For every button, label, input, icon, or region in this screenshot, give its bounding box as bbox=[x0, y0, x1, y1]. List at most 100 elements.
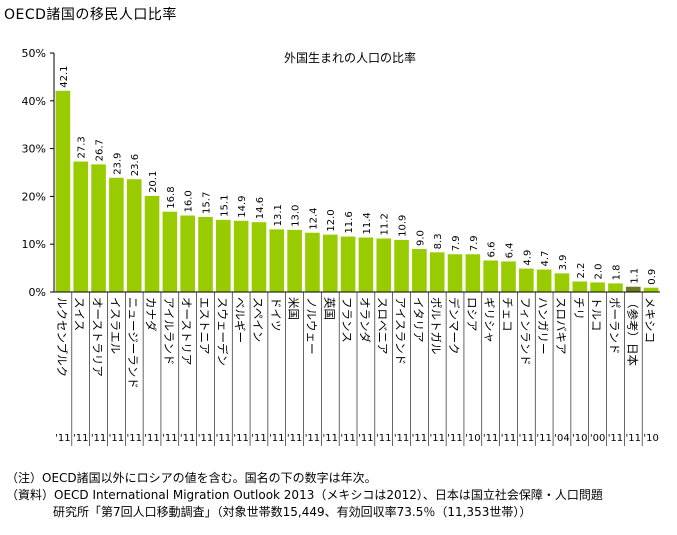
bar bbox=[109, 177, 124, 292]
data-label: 4.9 bbox=[522, 250, 533, 266]
year-label: '11 bbox=[216, 433, 231, 444]
bar bbox=[91, 164, 106, 292]
category-label: スイス bbox=[73, 297, 87, 331]
chart-title: 外国生まれの人口の比率 bbox=[284, 50, 416, 65]
category-label: スペイン bbox=[251, 297, 265, 342]
bar bbox=[216, 219, 231, 292]
year-label: '10 bbox=[572, 433, 587, 444]
bar bbox=[429, 252, 445, 292]
year-label: '04 bbox=[554, 433, 569, 444]
bar bbox=[608, 283, 623, 292]
year-label: '11 bbox=[501, 433, 516, 444]
data-label: 23.6 bbox=[130, 154, 141, 176]
category-label: フィンランド bbox=[518, 297, 532, 366]
data-label: 12.0 bbox=[326, 209, 337, 231]
data-label: 11.2 bbox=[380, 213, 391, 235]
notes: （注）OECD諸国以外にロシアの値を含む。国名の下の数字は年次。 （資料）OEC… bbox=[6, 470, 603, 521]
data-label: 13.1 bbox=[273, 204, 284, 226]
bar bbox=[126, 179, 142, 292]
bar bbox=[590, 282, 605, 292]
year-label: '00 bbox=[590, 433, 605, 444]
year-label: '11 bbox=[91, 433, 106, 444]
year-label: '11 bbox=[73, 433, 88, 444]
data-label: 7.9 bbox=[451, 235, 462, 251]
year-label: '11 bbox=[376, 433, 391, 444]
data-label: 10.9 bbox=[398, 215, 409, 237]
category-label: ハンガリー bbox=[536, 297, 550, 355]
year-label: '10 bbox=[465, 433, 480, 444]
bar bbox=[572, 281, 588, 292]
year-label: '11 bbox=[162, 433, 177, 444]
y-axis: 0% 10% 20% 30% 40% 50% bbox=[22, 47, 55, 299]
year-label: '11 bbox=[519, 433, 534, 444]
category-label: チェコ bbox=[501, 297, 515, 332]
category-label: （参考）日本 bbox=[625, 297, 639, 366]
year-label: '11 bbox=[198, 433, 213, 444]
year-label: '11 bbox=[358, 433, 373, 444]
data-label: 6.4 bbox=[505, 243, 516, 259]
data-label: 9.0 bbox=[415, 230, 426, 246]
category-label: ルクセンブルク bbox=[55, 297, 69, 377]
year-label: '11 bbox=[412, 433, 427, 444]
category-label: デンマーク bbox=[447, 297, 461, 355]
category-label: イタリア bbox=[411, 297, 425, 343]
data-label: 7.9 bbox=[469, 235, 480, 251]
year-label: '11 bbox=[109, 433, 124, 444]
page-title: OECD諸国の移民人口比率 bbox=[4, 7, 177, 23]
y-tick-label: 0% bbox=[29, 286, 46, 299]
data-label: 3.9 bbox=[558, 254, 569, 270]
category-label: ドイツ bbox=[269, 297, 283, 332]
year-label: '11 bbox=[340, 433, 355, 444]
bar bbox=[358, 237, 374, 292]
bar bbox=[519, 268, 534, 292]
note-line: 研究所「第7回人口移動調査」（対象世帯数15,449、有効回収率73.5％（11… bbox=[53, 505, 532, 519]
data-label: 16.8 bbox=[166, 186, 177, 208]
year-labels: '11'11'11'11'11'11'11'11'11'11'11'11'11 '… bbox=[55, 433, 659, 444]
data-label: 2.0 bbox=[594, 264, 605, 280]
bar bbox=[625, 286, 641, 292]
bar bbox=[412, 248, 427, 292]
data-label: 42.1 bbox=[59, 65, 70, 87]
data-label: 16.0 bbox=[184, 190, 195, 212]
category-label: ポーランド bbox=[607, 297, 621, 355]
bar bbox=[394, 239, 409, 292]
category-label: オーストリア bbox=[180, 297, 194, 365]
bars bbox=[55, 90, 659, 293]
category-label: ロシア bbox=[465, 297, 479, 332]
category-label: オランダ bbox=[358, 297, 372, 343]
data-label: 27.3 bbox=[77, 136, 88, 158]
year-label: '11 bbox=[180, 433, 195, 444]
category-label: ギリシャ bbox=[483, 297, 497, 343]
y-tick-label: 20% bbox=[22, 190, 46, 203]
y-tick-label: 10% bbox=[22, 238, 46, 251]
year-label: '11 bbox=[305, 433, 320, 444]
data-label: 2.2 bbox=[576, 263, 587, 279]
bar bbox=[501, 261, 516, 292]
bar bbox=[162, 211, 178, 292]
category-label: 米国 bbox=[287, 297, 301, 320]
category-label: ノルウェー bbox=[304, 297, 318, 355]
year-label: '11 bbox=[536, 433, 551, 444]
data-label: 11.6 bbox=[344, 211, 355, 233]
value-labels: 42.1 27.3 26.7 23.9 23.6 20.1 16.8 16.0 15.7 15.1… bbox=[59, 65, 658, 284]
note-line: （注）OECD諸国以外にロシアの値を含む。国名の下の数字は年次。 bbox=[6, 471, 377, 485]
year-label: '11 bbox=[626, 433, 641, 444]
data-label: 26.7 bbox=[95, 139, 106, 161]
data-label: 6.6 bbox=[487, 242, 498, 258]
data-label: 1.1 bbox=[629, 268, 640, 284]
data-label: 1.8 bbox=[611, 264, 622, 280]
y-tick-label: 50% bbox=[22, 47, 46, 60]
category-label: ベルギー bbox=[233, 297, 247, 343]
bar bbox=[322, 234, 338, 292]
category-labels: ルクセンブルク スイス オーストラリア イスラエル ニュージーランド カナダ アイルランドオ… bbox=[55, 292, 657, 446]
data-label: 8.3 bbox=[433, 233, 444, 249]
data-label: 23.9 bbox=[112, 152, 123, 174]
data-label: 15.1 bbox=[219, 195, 230, 217]
data-label: 11.4 bbox=[362, 212, 373, 234]
year-label: '11 bbox=[251, 433, 266, 444]
year-label: '10 bbox=[643, 433, 658, 444]
bar bbox=[144, 195, 160, 292]
data-label: 15.7 bbox=[202, 192, 213, 214]
data-label: 12.4 bbox=[308, 207, 319, 229]
note-line: （資料）OECD International Migration Outlook… bbox=[6, 488, 603, 502]
